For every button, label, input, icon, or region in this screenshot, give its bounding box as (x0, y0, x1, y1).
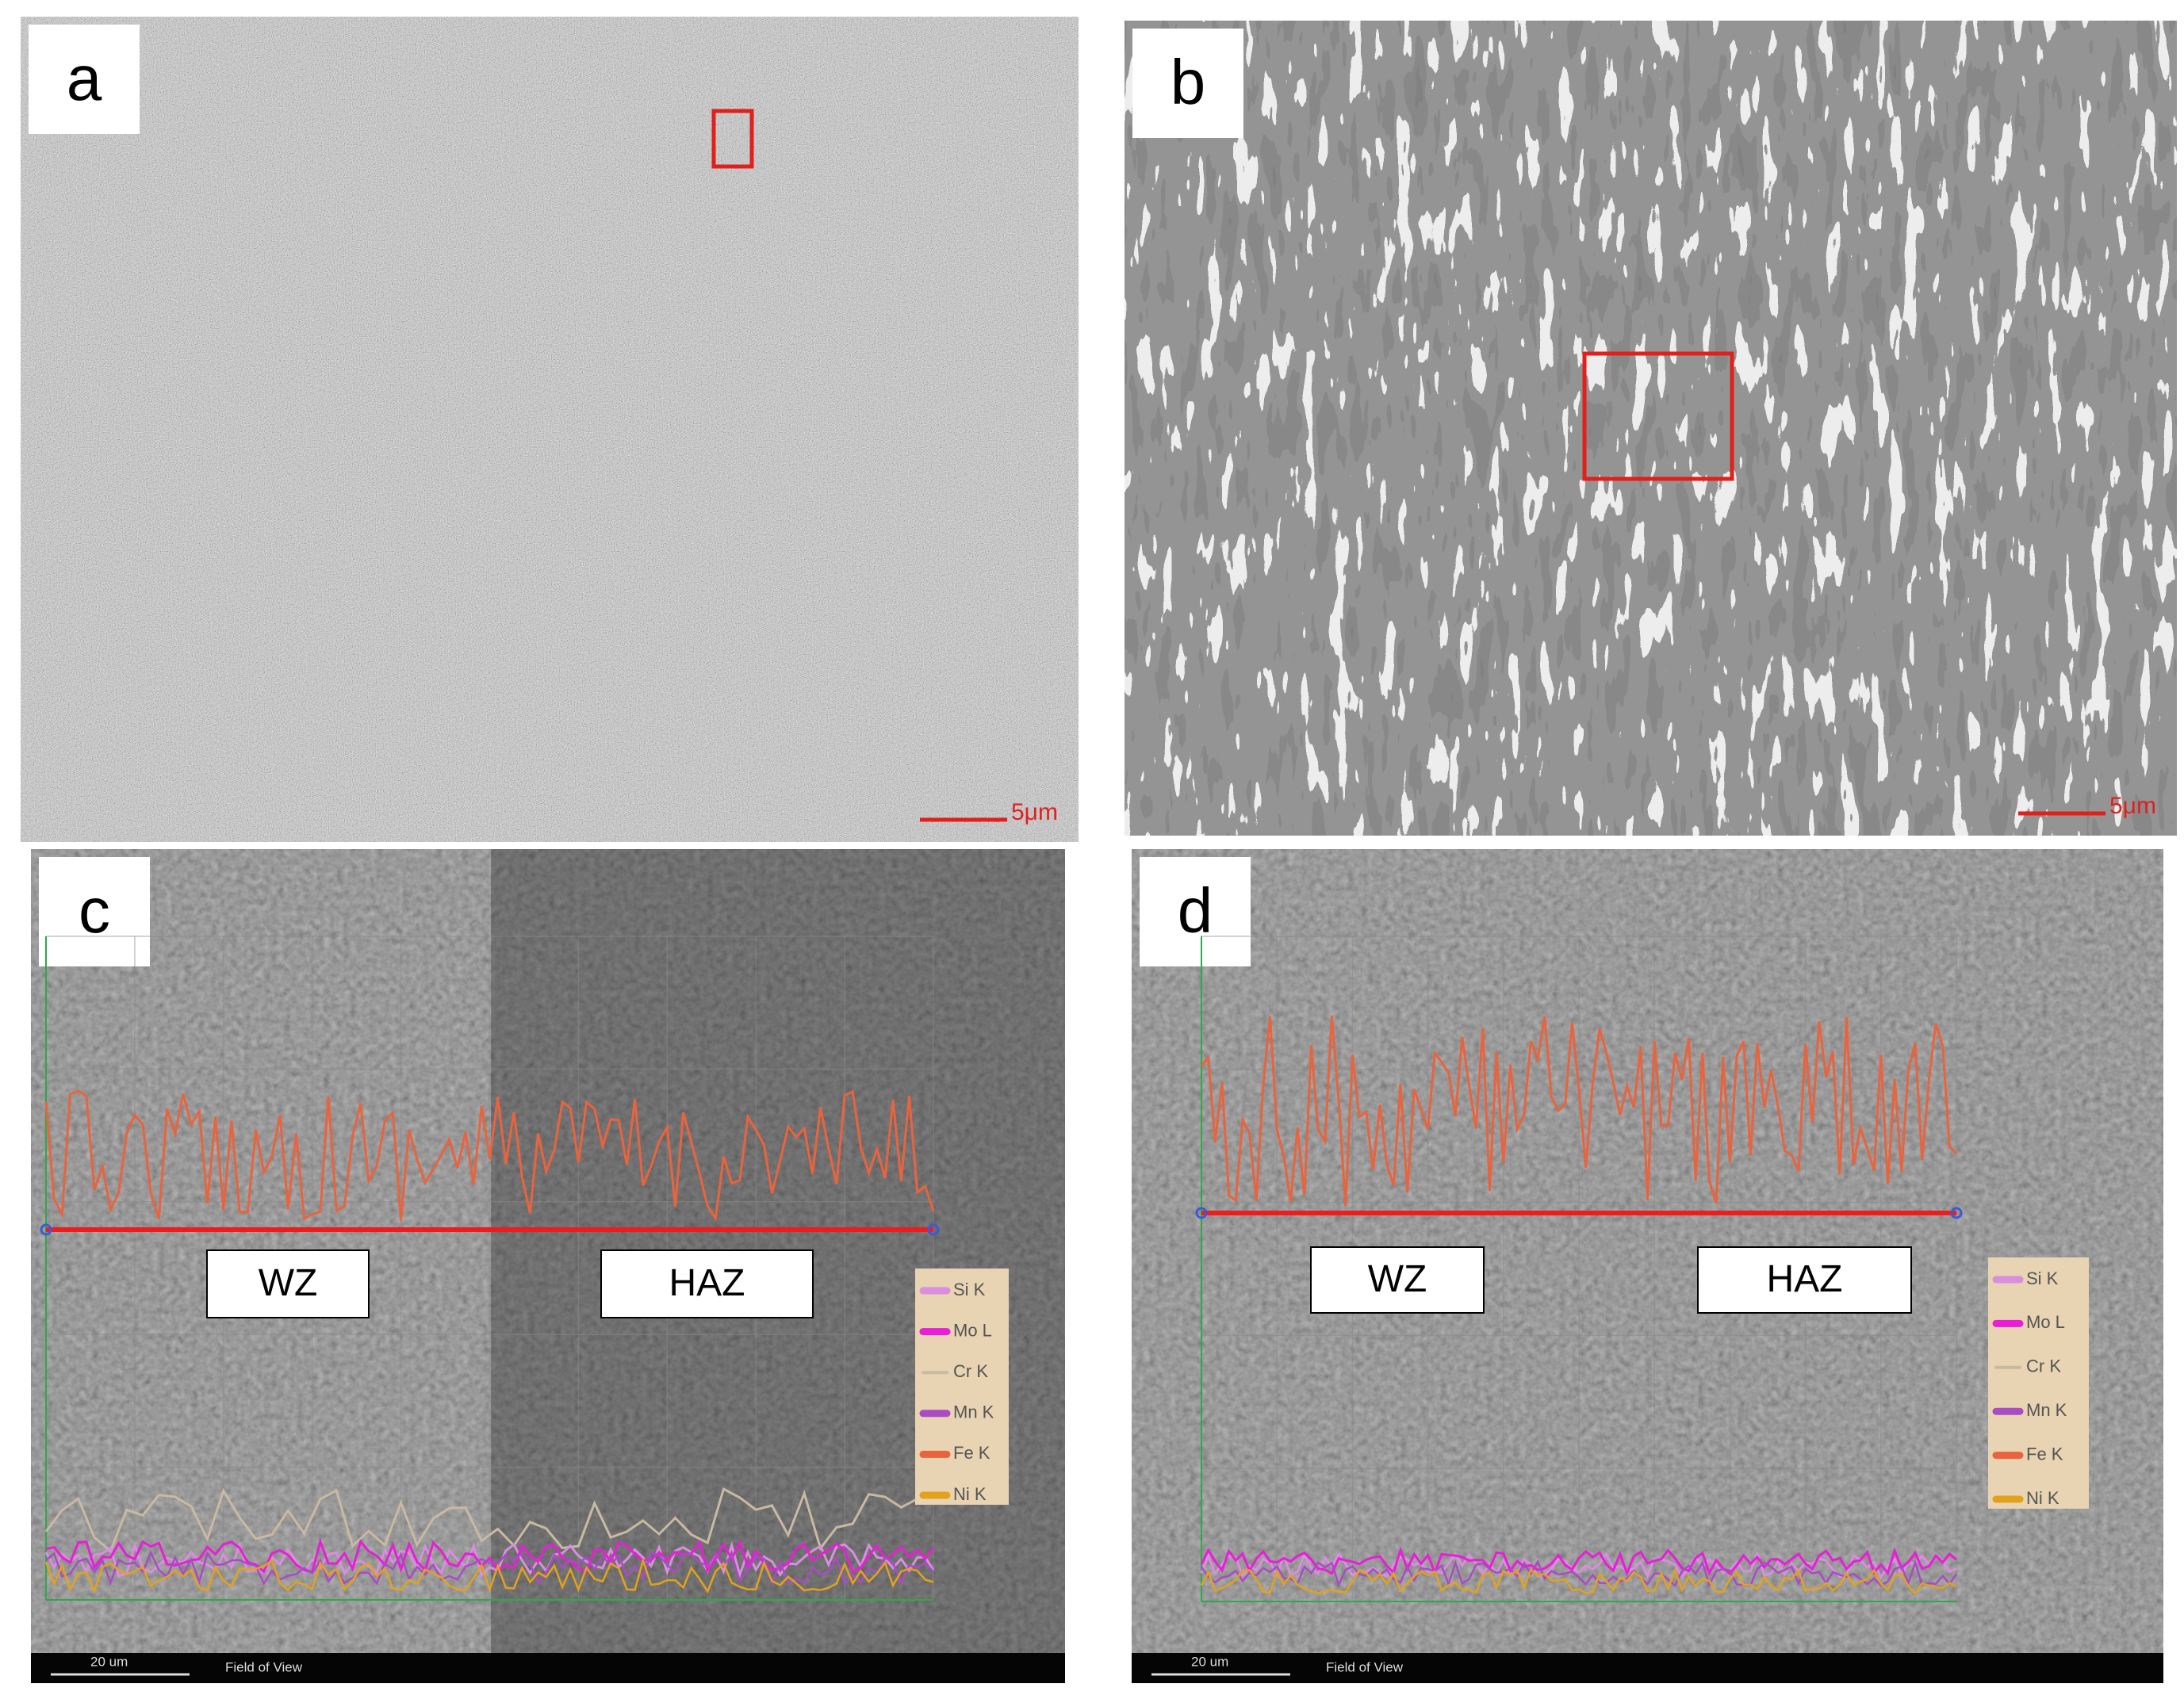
scale-bar-label: 5μm (1011, 799, 1058, 825)
line-scan-trace (44, 1557, 934, 1594)
zone-box (1697, 1246, 1912, 1314)
scan-end (1195, 1207, 1208, 1219)
label-box (39, 857, 150, 966)
legend-label: Si K (2026, 1269, 2059, 1288)
panel: d WZ HAZ Si K Mo L Cr K Mn K Fe K Ni K 20 um Field… (1132, 849, 2163, 1683)
sem-texture (1125, 21, 2177, 836)
zone-label: WZ (259, 1262, 318, 1304)
line-scan-trace (44, 1487, 934, 1553)
line-scan-trace (1200, 1559, 1958, 1588)
zone-box (600, 1249, 814, 1318)
zone-label: HAZ (669, 1262, 745, 1304)
zone-label: WZ (1368, 1258, 1427, 1300)
panel: c WZ HAZ Si K Mo L Cr K Mn K Fe K Ni K 20 um Field… (31, 849, 1065, 1683)
line-scan-trace (1200, 1546, 1957, 1577)
panels: a 5μm b 5μm c WZ HAZ Si K Mo L Cr K Mn K Fe K Ni K 20… (21, 17, 2177, 1683)
zone-box (1310, 1246, 1485, 1314)
legend-label: Mo L (2026, 1312, 2065, 1332)
region-marker (711, 109, 754, 169)
line-scan-trace (45, 1550, 934, 1586)
zone-box (206, 1249, 370, 1318)
scale-bar-label: 20 um (1191, 1654, 1228, 1669)
label-box (1140, 857, 1251, 966)
line-scan-trace (44, 1089, 935, 1223)
zone-label: HAZ (1767, 1258, 1843, 1300)
legend-label: Fe K (2026, 1444, 2063, 1464)
panel: b 5μm (1125, 21, 2177, 836)
scan-end (1950, 1207, 1963, 1219)
footer-label: Field of View (225, 1659, 303, 1674)
footer-bar (1132, 1653, 2163, 1683)
line-scan-trace (44, 1540, 935, 1578)
panel-label: c (79, 875, 110, 946)
legend-label: Fe K (953, 1443, 990, 1463)
scale-bar-label: 5μm (2109, 793, 2156, 819)
line-scan-trace (1200, 1550, 1957, 1580)
sem-texture (21, 17, 1079, 842)
legend-box (915, 1269, 1009, 1505)
sem-texture (31, 849, 1065, 1683)
label-box (29, 25, 140, 134)
footer-label: Field of View (1326, 1659, 1404, 1674)
legend-box (1988, 1257, 2089, 1509)
panel-label: b (1171, 47, 1206, 117)
legend-label: Cr K (953, 1361, 988, 1381)
footer-bar (31, 1653, 1065, 1683)
legend-label: Mo L (953, 1320, 992, 1340)
panel-label: a (67, 43, 102, 113)
legend-label: Mn K (2026, 1400, 2067, 1420)
legend-label: Mn K (953, 1402, 994, 1422)
line-scan-trace (1200, 1567, 1957, 1595)
legend-label: Si K (953, 1280, 986, 1299)
line-scan-trace (45, 1537, 935, 1574)
line-scan-trace (1200, 1015, 1958, 1207)
panel: a 5μm (21, 17, 1079, 842)
scale-bar-label: 20 um (90, 1654, 128, 1669)
scan-end (927, 1223, 940, 1236)
legend-label: Ni K (953, 1484, 987, 1504)
label-box (1132, 29, 1243, 138)
region-marker (1582, 351, 1734, 481)
legend-label: Cr K (2026, 1357, 2061, 1376)
scan-end (40, 1223, 52, 1236)
legend-label: Ni K (2026, 1488, 2059, 1508)
panel-label: d (1178, 875, 1213, 946)
